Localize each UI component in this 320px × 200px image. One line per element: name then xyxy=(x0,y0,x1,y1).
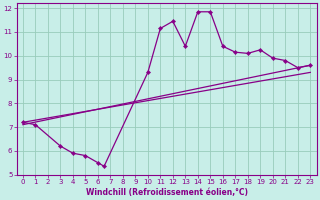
X-axis label: Windchill (Refroidissement éolien,°C): Windchill (Refroidissement éolien,°C) xyxy=(85,188,248,197)
